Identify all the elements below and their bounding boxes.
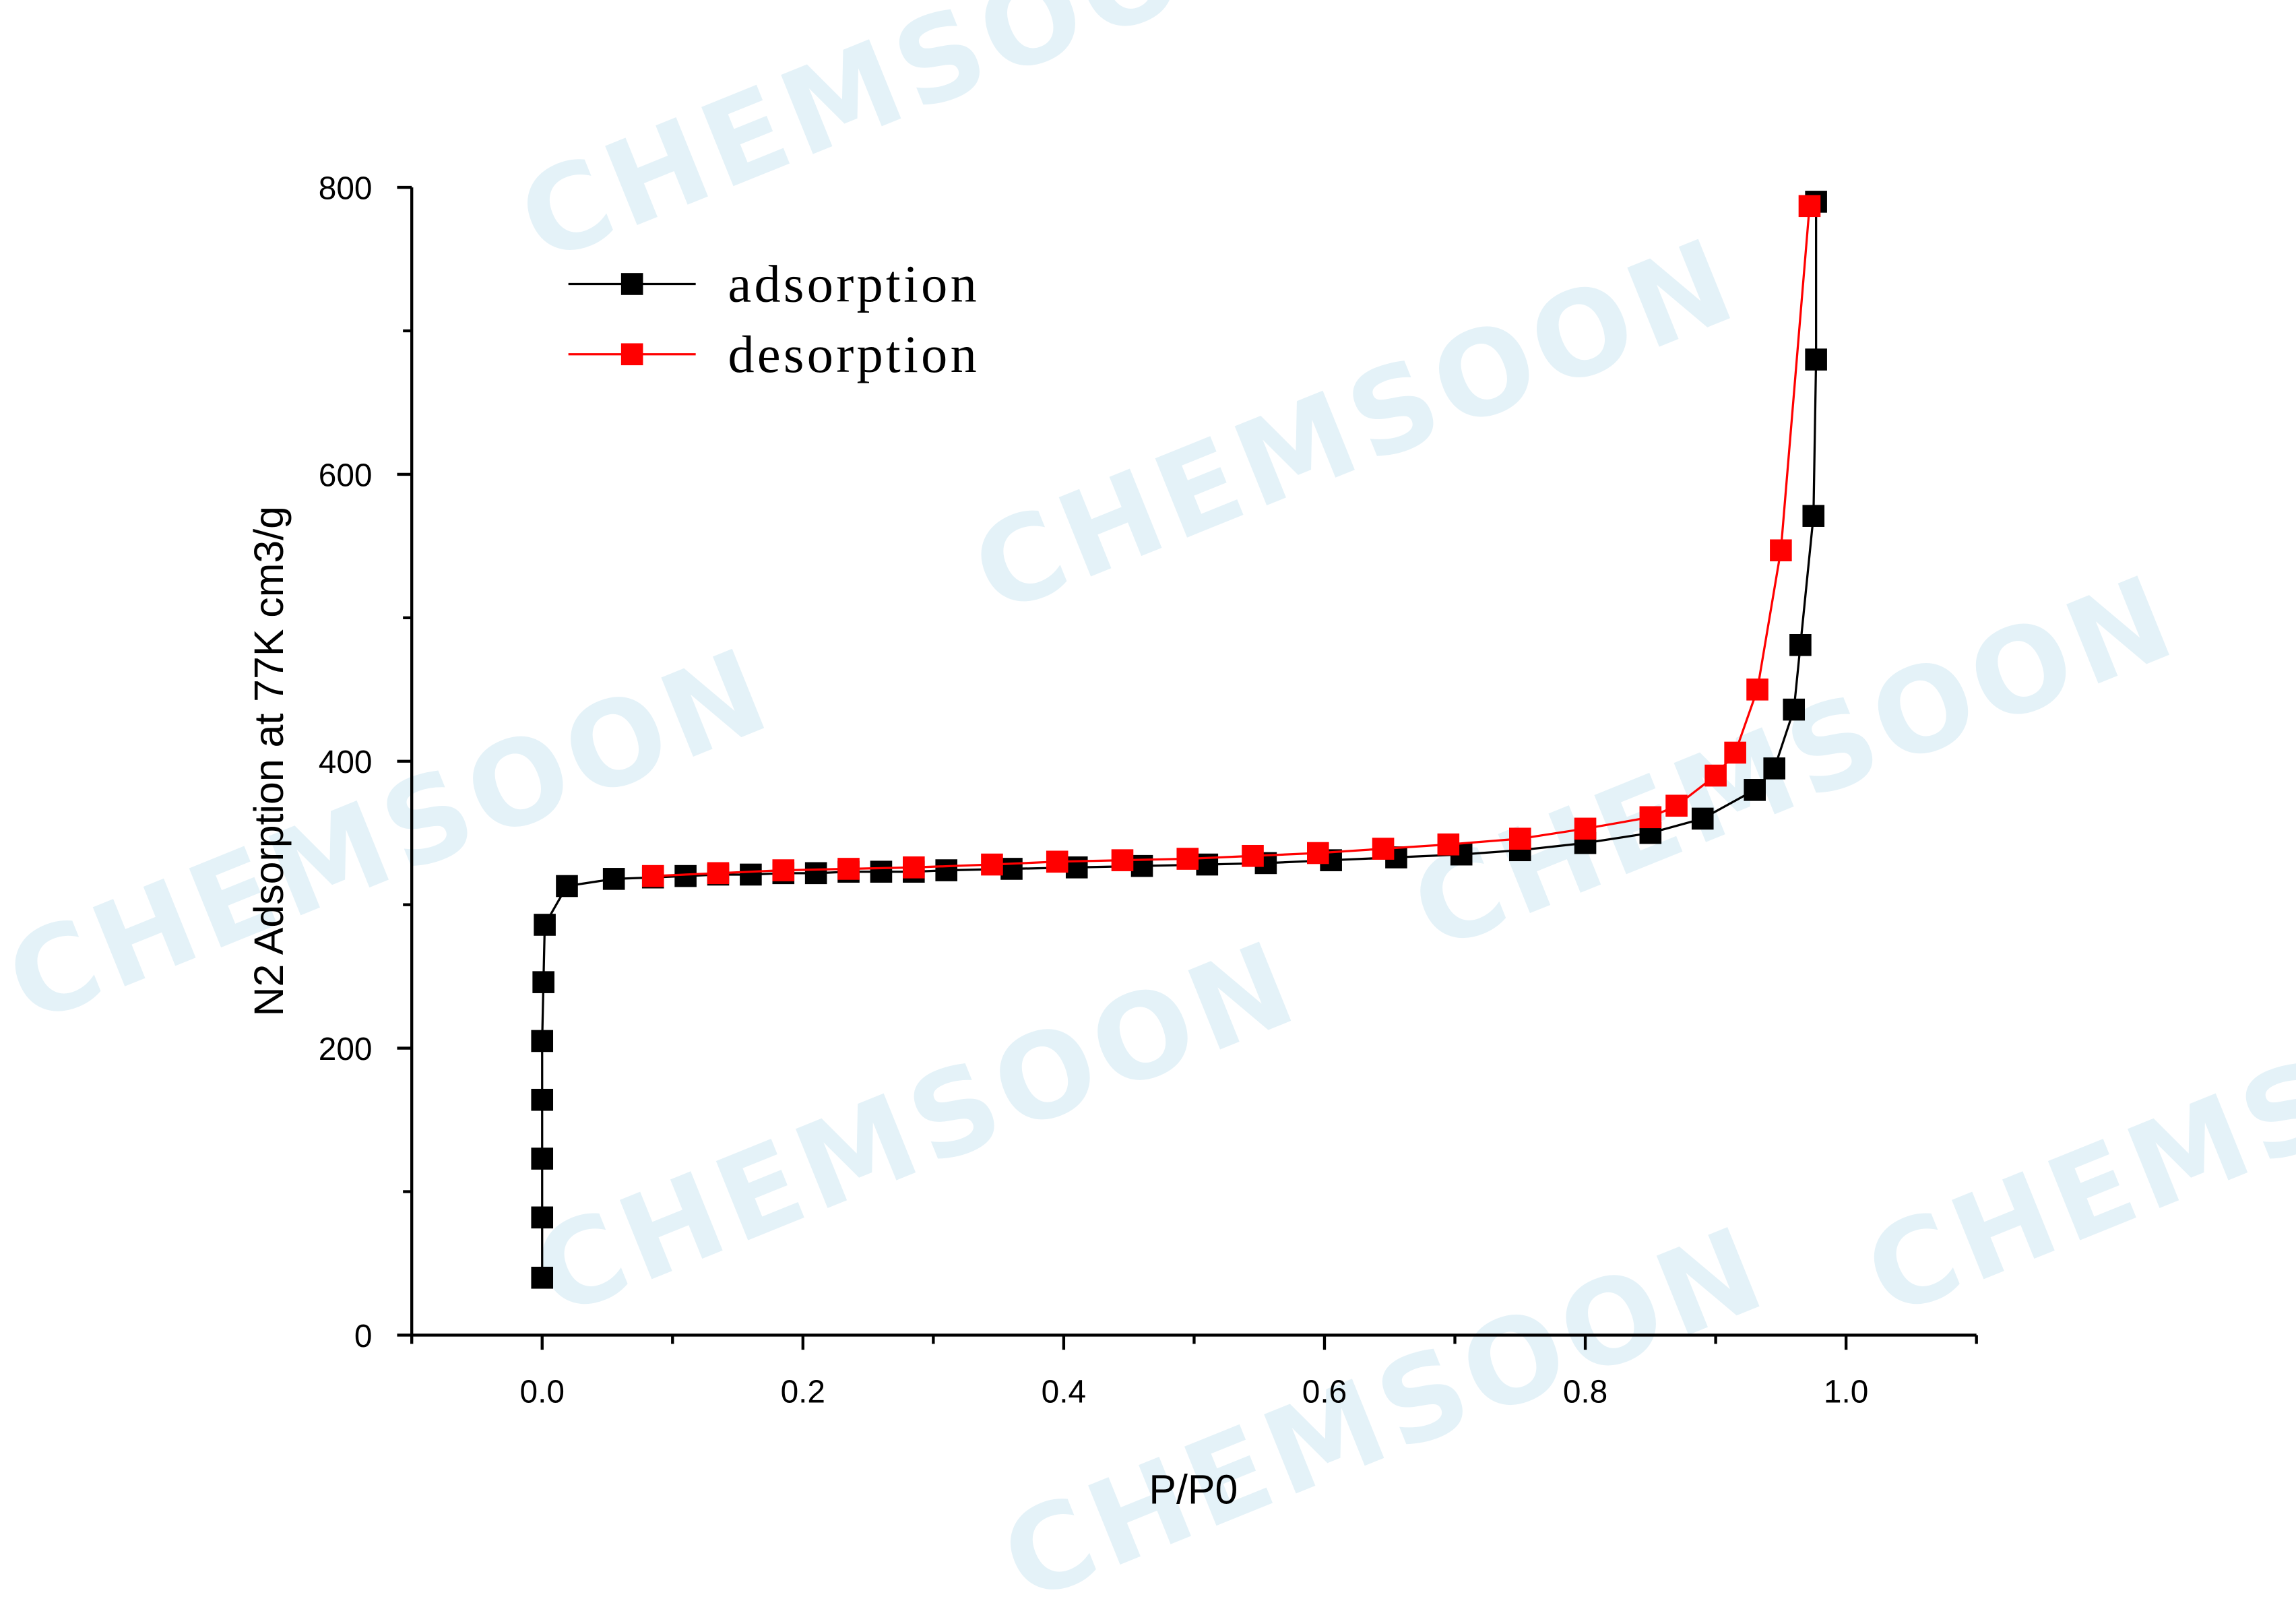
data-point [1805,348,1827,371]
data-point [772,859,795,881]
data-point [1111,849,1134,871]
data-point [1437,833,1460,856]
data-point [602,868,625,890]
data-point [1639,806,1662,829]
series-line [653,206,1811,877]
y-tick-label: 600 [319,458,373,493]
data-point [1724,741,1746,764]
watermark: CHEMSOON [1848,914,2296,1343]
data-point [1574,817,1597,840]
data-point [1744,779,1766,801]
x-tick-label: 0.6 [1302,1374,1347,1410]
x-tick-label: 0.4 [1042,1374,1086,1410]
data-point [740,863,762,886]
data-point [935,859,958,881]
data-point [1691,807,1714,830]
data-point [903,856,925,879]
y-tick-label: 0 [354,1319,373,1354]
watermark: CHEMSOON [516,914,1317,1343]
data-point [531,1148,554,1170]
data-point [707,862,730,885]
watermark: CHEMSOON [955,212,1756,641]
y-tick-label: 200 [319,1032,373,1067]
x-tick-label: 1.0 [1824,1374,1868,1410]
legend-marker [620,273,643,295]
watermark: CHEMSOON [984,1199,1785,1603]
legend-label: adsorption [728,255,980,313]
data-point [1508,827,1531,850]
watermark: CHEMSOON [501,0,1302,289]
data-point [1704,764,1727,787]
x-tick-label: 0.8 [1563,1374,1607,1410]
data-point [1763,757,1785,780]
data-point [1746,679,1768,701]
data-point [534,914,556,936]
data-point [1798,195,1821,218]
data-point [1176,848,1199,870]
data-point [1802,505,1825,527]
data-point [1046,850,1069,873]
y-tick-label: 400 [319,745,373,780]
data-point [531,1088,554,1111]
legend-label: desorption [728,325,980,383]
legend-marker [620,343,643,366]
y-axis-title: N2 Adsorption at 77K cm3/g [246,506,292,1016]
data-point [981,853,1003,876]
watermark: CHEMSOON [1395,548,2196,977]
x-axis-title: P/P0 [1149,1466,1238,1512]
data-point [531,1206,554,1229]
x-tick-label: 0.2 [781,1374,825,1410]
watermark: CHEMSOON [0,621,790,1050]
data-point [531,1030,554,1052]
data-point [870,860,893,883]
data-point [1665,794,1688,817]
data-point [837,858,860,880]
data-point [1307,842,1329,865]
data-point [1783,698,1806,721]
data-point [1770,539,1792,562]
data-point [1789,633,1812,656]
data-point [1372,838,1395,860]
data-point [1242,844,1264,867]
data-point [532,971,554,993]
data-point [1130,854,1153,877]
data-point [1000,858,1023,880]
data-point [556,875,578,898]
data-point [804,862,827,885]
x-tick-label: 0.0 [520,1374,565,1410]
data-point [674,865,697,887]
data-point [531,1266,554,1289]
data-point [1065,856,1088,879]
data-point [641,865,664,887]
y-tick-label: 800 [319,170,373,206]
